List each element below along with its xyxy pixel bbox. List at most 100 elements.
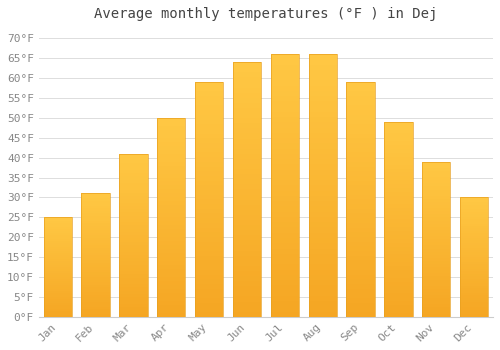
Bar (460, 231, 488, 233)
Bar (422, 196, 450, 199)
Bar (157, 186, 186, 189)
Bar (346, 190, 375, 195)
Bar (384, 122, 412, 126)
Bar (195, 214, 224, 218)
Bar (44, 259, 72, 261)
Bar (346, 246, 375, 251)
Bar (44, 285, 72, 287)
Bar (422, 261, 450, 264)
Bar (422, 168, 450, 171)
Bar (44, 265, 72, 267)
Bar (460, 302, 488, 305)
Bar (157, 313, 186, 317)
Bar (308, 238, 337, 243)
Bar (82, 240, 110, 243)
Bar (233, 118, 261, 123)
Bar (346, 143, 375, 148)
Bar (44, 231, 72, 233)
Bar (422, 214, 450, 217)
Bar (308, 86, 337, 91)
Bar (195, 223, 224, 228)
Bar (119, 154, 148, 157)
Bar (384, 274, 412, 278)
Bar (422, 217, 450, 220)
Bar (233, 93, 261, 98)
Bar (422, 255, 450, 258)
Bar (346, 232, 375, 237)
Bar (44, 261, 72, 263)
Bar (82, 272, 110, 275)
Bar (460, 250, 488, 252)
Bar (195, 237, 224, 241)
Bar (195, 241, 224, 246)
Bar (233, 174, 261, 179)
Bar (308, 91, 337, 96)
Bar (44, 223, 72, 225)
Bar (119, 297, 148, 301)
Bar (384, 270, 412, 274)
Bar (308, 285, 337, 290)
Bar (44, 307, 72, 309)
Bar (270, 186, 299, 191)
Bar (308, 117, 337, 122)
Bar (119, 261, 148, 265)
Bar (308, 144, 337, 149)
Bar (82, 236, 110, 238)
Bar (346, 110, 375, 115)
Bar (384, 282, 412, 286)
Bar (233, 123, 261, 128)
Bar (346, 129, 375, 134)
Bar (195, 279, 224, 284)
Bar (384, 180, 412, 184)
Bar (270, 243, 299, 248)
Bar (346, 101, 375, 105)
Bar (422, 224, 450, 227)
Bar (308, 159, 337, 164)
Bar (460, 281, 488, 284)
Bar (384, 305, 412, 309)
Bar (119, 180, 148, 183)
Bar (270, 254, 299, 259)
Bar (270, 248, 299, 254)
Bar (157, 158, 186, 162)
Bar (384, 219, 412, 223)
Bar (384, 266, 412, 270)
Bar (119, 193, 148, 196)
Bar (460, 284, 488, 286)
Bar (422, 242, 450, 245)
Bar (270, 301, 299, 306)
Bar (422, 292, 450, 295)
Bar (119, 287, 148, 291)
Bar (44, 273, 72, 275)
Bar (270, 54, 299, 60)
Bar (119, 301, 148, 304)
Bar (82, 194, 110, 196)
Bar (119, 294, 148, 297)
Bar (82, 287, 110, 290)
Bar (157, 130, 186, 134)
Bar (157, 285, 186, 289)
Bar (460, 307, 488, 310)
Bar (82, 248, 110, 250)
Bar (270, 196, 299, 201)
Bar (44, 263, 72, 265)
Bar (195, 134, 224, 138)
Bar (422, 165, 450, 168)
Bar (346, 209, 375, 214)
Bar (157, 269, 186, 273)
Bar (270, 159, 299, 164)
Bar (384, 133, 412, 138)
Bar (195, 190, 224, 195)
Bar (460, 229, 488, 231)
Bar (233, 220, 261, 225)
Bar (44, 291, 72, 293)
Bar (460, 221, 488, 224)
Bar (270, 54, 299, 317)
Bar (44, 283, 72, 285)
Bar (460, 245, 488, 247)
Bar (195, 246, 224, 251)
Bar (384, 231, 412, 235)
Bar (44, 221, 72, 223)
Bar (308, 264, 337, 270)
Bar (308, 154, 337, 159)
